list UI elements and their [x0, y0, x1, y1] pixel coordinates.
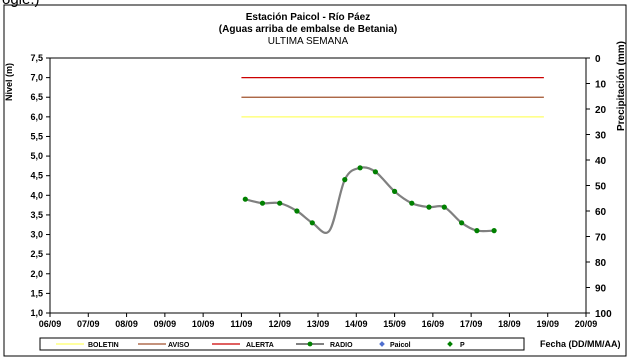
y-tick-label: 5,5	[30, 131, 43, 141]
x-axis: 06/09 07/09 08/09 09/09 10/09 11/09 12/09 13/09…	[39, 313, 598, 329]
x-tick-label: 09/09	[154, 319, 177, 329]
x-tick-label: 10/09	[192, 319, 215, 329]
x-tick-label: 19/09	[536, 319, 559, 329]
legend-box	[39, 337, 525, 351]
data-point-radio	[459, 220, 465, 226]
x-tick-label: 12/09	[268, 319, 291, 329]
y-axis-label: Nivel (m)	[4, 63, 14, 101]
series-line-radio	[245, 166, 495, 234]
y2-axis: 0 10 20 30 40 50 60 70 80 90 100	[586, 54, 612, 320]
x-tick-label: 17/09	[460, 319, 483, 329]
data-point-radio	[242, 196, 248, 202]
y-tick-label: 6,5	[30, 92, 43, 102]
y-tick-label: 5,0	[30, 151, 43, 161]
legend-label-boletin: BOLETIN	[88, 342, 119, 349]
y-tick-label: 2,0	[30, 269, 43, 279]
legend-label-paicol: Paicol	[390, 342, 411, 349]
x-tick-label: 18/09	[498, 319, 521, 329]
x-tick-label: 13/09	[307, 319, 330, 329]
data-point-radio	[277, 200, 283, 206]
x-tick-label: 08/09	[115, 319, 138, 329]
y2-axis-label: Precipitación (mm)	[616, 41, 627, 131]
data-point-radio	[372, 169, 378, 175]
data-point-radio	[357, 165, 363, 171]
y-tick-label: 1,0	[30, 308, 43, 318]
data-point-radio	[392, 188, 398, 194]
legend: BOLETIN AVISO ALERTA RADIO Paicol P	[56, 341, 465, 349]
y-tick-label: 2,5	[30, 249, 43, 259]
data-point-radio	[426, 204, 432, 210]
data-point-radio	[409, 200, 415, 206]
data-point-radio	[491, 228, 497, 234]
y2-tick-label: 90	[595, 284, 607, 295]
x-tick-label: 07/09	[77, 319, 100, 329]
y2-tick-label: 40	[595, 156, 607, 167]
y2-tick-label: 80	[595, 258, 607, 269]
y2-tick-label: 10	[595, 80, 607, 91]
legend-label-radio: RADIO	[330, 342, 353, 349]
data-point-radio	[342, 177, 348, 183]
y-tick-label: 3,5	[30, 210, 43, 220]
legend-label-p: P	[460, 342, 465, 349]
legend-label-alerta: ALERTA	[246, 342, 274, 349]
legend-label-aviso: AVISO	[168, 342, 190, 349]
x-tick-label: 16/09	[422, 319, 445, 329]
chart-subtitle: (Aguas arriba de embalse de Betania)	[219, 24, 397, 35]
y2-tick-label: 30	[595, 131, 607, 142]
y2-tick-label: 50	[595, 182, 607, 193]
data-point-radio	[294, 208, 300, 214]
legend-marker-paicol	[379, 341, 385, 347]
threshold-lines	[241, 77, 544, 118]
y-tick-label: 7,0	[30, 73, 43, 83]
y-tick-label: 3,0	[30, 230, 43, 240]
data-point-radio	[441, 204, 447, 210]
series-radio	[242, 165, 497, 234]
data-point-radio	[474, 228, 480, 234]
y-tick-label: 6,0	[30, 112, 43, 122]
y-tick-label: 7,5	[30, 53, 43, 63]
x-tick-label: 14/09	[345, 319, 368, 329]
x-tick-label: 15/09	[383, 319, 406, 329]
chart-subtitle-period: ULTIMA SEMANA	[268, 36, 349, 47]
top-text-fragment: ogle.)	[2, 0, 40, 8]
data-point-radio	[309, 220, 315, 226]
data-point-radio	[259, 200, 266, 206]
legend-marker-radio	[307, 341, 313, 347]
y-tick-label: 4,0	[30, 190, 43, 200]
chart-border	[3, 4, 627, 357]
x-tick-label: 11/09	[230, 319, 252, 329]
legend-marker-p	[447, 341, 453, 347]
y2-tick-label: 100	[595, 309, 612, 320]
y2-tick-label: 60	[595, 207, 607, 218]
y2-tick-label: 70	[595, 233, 607, 244]
x-axis-label: Fecha (DD/MM/AA)	[540, 339, 621, 349]
y-tick-label: 1,5	[30, 288, 43, 298]
x-tick-label: 20/09	[575, 319, 598, 329]
y-axis: 1,0 1,5 2,0 2,5 3,0 3,5 4,0 4,5 5,0 5,5 6,0 6,5 7,0 7…	[30, 53, 50, 318]
x-tick-label: 06/09	[39, 319, 62, 329]
y2-tick-label: 0	[595, 54, 601, 65]
chart-title: Estación Paicol - Río Páez	[246, 12, 370, 23]
y-tick-label: 4,5	[30, 171, 43, 181]
y2-tick-label: 20	[595, 105, 607, 116]
